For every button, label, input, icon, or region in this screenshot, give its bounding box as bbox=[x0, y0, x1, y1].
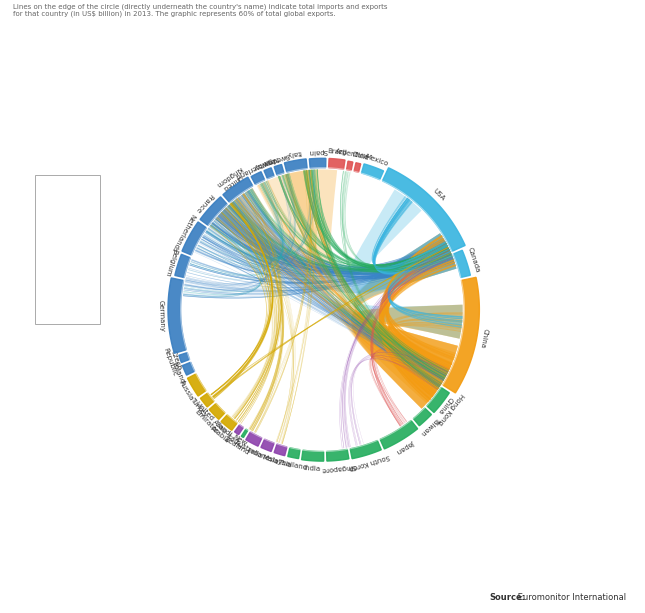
Text: Germany: Germany bbox=[157, 300, 164, 332]
Polygon shape bbox=[382, 168, 465, 251]
Polygon shape bbox=[326, 449, 349, 461]
Polygon shape bbox=[246, 432, 262, 446]
Text: Argentina: Argentina bbox=[335, 148, 369, 161]
Polygon shape bbox=[354, 162, 361, 172]
PathPatch shape bbox=[352, 305, 462, 409]
Text: Lines on the edge of the circle (directly underneath the country's name) indicat: Lines on the edge of the circle (directl… bbox=[13, 3, 388, 17]
Text: Hong Kong,
China: Hong Kong, China bbox=[430, 388, 465, 427]
Polygon shape bbox=[175, 254, 190, 278]
Bar bbox=[35, 175, 101, 324]
Polygon shape bbox=[179, 352, 190, 362]
Polygon shape bbox=[188, 374, 206, 396]
Text: United
Kingdom: United Kingdom bbox=[215, 166, 247, 193]
Polygon shape bbox=[361, 164, 384, 180]
PathPatch shape bbox=[351, 233, 458, 409]
Polygon shape bbox=[201, 393, 214, 407]
Polygon shape bbox=[329, 159, 345, 169]
Text: Canada: Canada bbox=[467, 247, 481, 274]
Polygon shape bbox=[182, 222, 206, 255]
Text: United Arab
Emirates: United Arab Emirates bbox=[190, 400, 228, 439]
Text: Spain: Spain bbox=[308, 148, 327, 154]
Text: Belgium: Belgium bbox=[164, 248, 178, 277]
Polygon shape bbox=[346, 161, 353, 170]
Text: Brazil: Brazil bbox=[328, 148, 348, 156]
Polygon shape bbox=[288, 447, 300, 459]
PathPatch shape bbox=[345, 189, 457, 294]
Polygon shape bbox=[453, 250, 470, 278]
Text: India: India bbox=[303, 465, 321, 471]
Text: Switzerland: Switzerland bbox=[233, 156, 272, 179]
Polygon shape bbox=[241, 429, 248, 438]
Polygon shape bbox=[380, 421, 418, 449]
PathPatch shape bbox=[257, 170, 458, 409]
Polygon shape bbox=[274, 444, 287, 455]
Polygon shape bbox=[274, 164, 284, 175]
Text: Indonesia: Indonesia bbox=[246, 447, 280, 465]
Polygon shape bbox=[264, 168, 274, 179]
Text: Malaysia: Malaysia bbox=[262, 454, 293, 468]
Polygon shape bbox=[302, 450, 324, 461]
Text: Source:: Source: bbox=[490, 593, 526, 602]
Text: Czech
Republic: Czech Republic bbox=[163, 345, 184, 378]
Polygon shape bbox=[209, 403, 225, 419]
Text: Turkey: Turkey bbox=[188, 397, 208, 418]
Polygon shape bbox=[413, 408, 432, 426]
Text: Italy: Italy bbox=[286, 149, 302, 158]
Text: Norway: Norway bbox=[252, 154, 279, 170]
Polygon shape bbox=[251, 172, 264, 185]
Text: Singapore: Singapore bbox=[321, 463, 357, 473]
Text: Russia: Russia bbox=[178, 380, 195, 402]
PathPatch shape bbox=[355, 233, 462, 339]
Text: Iran: Iran bbox=[225, 433, 240, 446]
Polygon shape bbox=[350, 441, 381, 459]
Text: Saudi
Arabia: Saudi Arabia bbox=[209, 420, 234, 444]
Polygon shape bbox=[168, 278, 186, 353]
Text: Chile: Chile bbox=[351, 151, 370, 161]
PathPatch shape bbox=[284, 169, 458, 409]
Polygon shape bbox=[310, 158, 326, 168]
Text: Netherlands: Netherlands bbox=[170, 213, 196, 253]
Polygon shape bbox=[235, 425, 243, 435]
Text: Thailand: Thailand bbox=[276, 459, 307, 471]
Text: Australia: Australia bbox=[233, 440, 264, 459]
Polygon shape bbox=[200, 197, 227, 226]
Polygon shape bbox=[261, 439, 274, 452]
Text: USA: USA bbox=[432, 188, 446, 202]
PathPatch shape bbox=[215, 188, 457, 293]
Text: Poland: Poland bbox=[170, 362, 185, 385]
Polygon shape bbox=[223, 177, 253, 202]
Text: New
Zealand: New Zealand bbox=[223, 430, 254, 456]
Text: China: China bbox=[479, 328, 489, 349]
Polygon shape bbox=[221, 415, 237, 430]
Polygon shape bbox=[183, 362, 195, 375]
Text: Japan: Japan bbox=[395, 438, 415, 454]
Polygon shape bbox=[284, 159, 307, 172]
Text: Euromonitor International: Euromonitor International bbox=[515, 593, 626, 602]
Text: South Korea: South Korea bbox=[348, 453, 390, 471]
Text: France: France bbox=[194, 192, 214, 213]
PathPatch shape bbox=[352, 305, 462, 403]
Text: Mexico: Mexico bbox=[364, 153, 389, 167]
Polygon shape bbox=[442, 277, 479, 393]
Text: Sweden: Sweden bbox=[262, 151, 290, 166]
Polygon shape bbox=[427, 387, 450, 413]
Text: Taiwan: Taiwan bbox=[420, 415, 441, 436]
